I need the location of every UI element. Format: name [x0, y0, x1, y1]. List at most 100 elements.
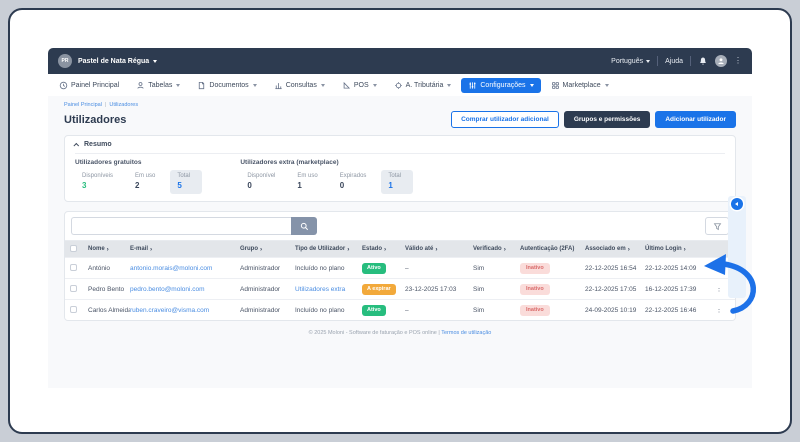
cell-nome: António — [88, 265, 130, 272]
nav-item-marketplace[interactable]: Marketplace — [544, 78, 616, 93]
bar-chart-icon — [274, 81, 283, 90]
nav-label: Documentos — [209, 82, 248, 89]
summary-group-free: Utilizadores gratuitos Disponíveis 3 Em … — [75, 159, 202, 194]
nav-label: Marketplace — [563, 82, 601, 89]
language-select[interactable]: Português — [611, 58, 650, 65]
stat-label: Expirados — [340, 173, 367, 179]
cell-tipo[interactable]: Utilizadores extra — [295, 286, 362, 293]
col-email[interactable]: E-mail — [130, 246, 240, 253]
divider — [657, 56, 658, 66]
breadcrumb: Painel Principal | Utilizadores — [64, 102, 736, 108]
nav-item-a-tributaria[interactable]: A. Tributária — [387, 78, 459, 93]
search-icon — [300, 222, 309, 231]
browser-card: PR Pastel de Nata Régua Português Ajuda — [8, 8, 792, 434]
col-ultimo-login[interactable]: Último Login — [645, 246, 710, 253]
terms-link[interactable]: Termos de utilização — [441, 330, 491, 336]
cell-email[interactable]: antonio.morais@moloni.com — [130, 265, 240, 272]
summary-toggle[interactable]: Resumo — [75, 141, 725, 154]
search-button[interactable] — [291, 217, 317, 235]
nav-label: Configurações — [480, 82, 525, 89]
col-2fa[interactable]: Autenticação (2FA) — [520, 246, 585, 252]
cell-valido-ate: – — [405, 265, 473, 272]
side-panel-toggle[interactable] — [731, 198, 743, 210]
page-title: Utilizadores — [64, 114, 126, 126]
table-row: António antonio.morais@moloni.com Admini… — [65, 257, 735, 278]
stat-value: 1 — [388, 181, 406, 190]
col-grupo[interactable]: Grupo — [240, 246, 295, 253]
cell-nome: Carlos Almeida — [88, 307, 130, 314]
table-row: Pedro Bento pedro.bento@moloni.com Admin… — [65, 278, 735, 299]
select-all-checkbox[interactable] — [70, 245, 77, 252]
breadcrumb-parent[interactable]: Painel Principal — [64, 102, 102, 108]
cell-grupo: Administrador — [240, 265, 295, 272]
search-input[interactable] — [71, 217, 291, 235]
nav-label: Consultas — [286, 82, 317, 89]
company-switcher[interactable]: PR Pastel de Nata Régua — [58, 54, 157, 68]
status-badge: A expirar — [362, 284, 396, 295]
nav-item-documentos[interactable]: Documentos — [190, 78, 263, 93]
side-panel-rail — [728, 196, 746, 298]
main-nav: Painel Principal Tabelas Documentos Cons… — [48, 74, 752, 96]
col-valido-ate[interactable]: Válido até — [405, 246, 473, 253]
nav-item-consultas[interactable]: Consultas — [267, 78, 332, 93]
status-badge: Ativo — [362, 305, 386, 316]
filter-button[interactable] — [705, 217, 729, 235]
col-tipo[interactable]: Tipo de Utilizador — [295, 246, 362, 253]
row-checkbox[interactable] — [70, 285, 77, 292]
chevron-up-icon — [73, 142, 79, 148]
row-kebab-icon[interactable]: ⋮ — [710, 286, 728, 293]
summary-panel: Resumo Utilizadores gratuitos Disponívei… — [64, 135, 736, 202]
cell-ultimo-login: 16-12-2025 17:39 — [645, 286, 710, 293]
breadcrumb-separator: | — [105, 102, 106, 108]
cell-ultimo-login: 22-12-2025 16:46 — [645, 307, 710, 314]
cell-valido-ate: 23-12-2025 17:03 — [405, 286, 473, 293]
bell-icon — [698, 56, 708, 66]
app-window: PR Pastel de Nata Régua Português Ajuda — [48, 48, 752, 388]
row-checkbox[interactable] — [70, 264, 77, 271]
row-checkbox[interactable] — [70, 306, 77, 313]
stat-value: 0 — [340, 181, 367, 190]
col-associado-em[interactable]: Associado em — [585, 246, 645, 253]
cell-verificado: Sim — [473, 265, 520, 272]
set-square-icon — [342, 81, 351, 90]
stat-em-uso: Em uso 1 — [290, 170, 324, 194]
help-link[interactable]: Ajuda — [665, 58, 683, 65]
stat-disponiveis: Disponíveis 3 — [75, 170, 120, 194]
nav-item-pos[interactable]: POS — [335, 78, 384, 93]
nav-item-configuracoes[interactable]: Configurações — [461, 78, 540, 93]
cell-grupo: Administrador — [240, 286, 295, 293]
cell-associado-em: 22-12-2025 16:54 — [585, 265, 645, 272]
user-menu[interactable] — [715, 55, 727, 67]
groups-permissions-button[interactable]: Grupos e permissões — [564, 111, 650, 128]
summary-group-title: Utilizadores gratuitos — [75, 159, 202, 166]
col-nome[interactable]: Nome — [88, 246, 130, 253]
twofa-badge: Inativo — [520, 284, 550, 295]
stat-value: 5 — [177, 181, 195, 190]
buy-extra-user-button[interactable]: Comprar utilizador adicional — [451, 111, 559, 128]
breadcrumb-current: Utilizadores — [109, 102, 138, 108]
stat-value: 3 — [82, 181, 113, 190]
col-estado[interactable]: Estado — [362, 246, 405, 253]
chevron-down-icon — [153, 60, 157, 63]
nav-label: Tabelas — [148, 82, 172, 89]
row-kebab-icon[interactable]: ⋮ — [710, 307, 728, 314]
nav-item-tabelas[interactable]: Tabelas — [129, 78, 187, 93]
cell-email[interactable]: pedro.bento@moloni.com — [130, 286, 240, 293]
kebab-icon[interactable]: ⋮ — [734, 57, 742, 65]
nav-item-painel-principal[interactable]: Painel Principal — [52, 78, 126, 93]
document-icon — [197, 81, 206, 90]
footer-separator: | — [438, 330, 439, 336]
add-user-button[interactable]: Adicionar utilizador — [655, 111, 736, 128]
stat-label: Em uso — [135, 173, 155, 179]
cell-ultimo-login: 22-12-2025 14:09 — [645, 265, 710, 272]
summary-title: Resumo — [84, 141, 112, 148]
cell-email[interactable]: ruben.craveiro@visma.com — [130, 307, 240, 314]
col-verificado[interactable]: Verificado — [473, 246, 520, 253]
row-kebab-icon[interactable]: ⋮ — [710, 265, 728, 272]
notifications-button[interactable] — [698, 56, 708, 66]
table-row: Carlos Almeida ruben.craveiro@visma.com … — [65, 299, 735, 320]
twofa-badge: Inativo — [520, 305, 550, 316]
language-label: Português — [611, 58, 643, 65]
stat-label: Total — [177, 173, 195, 179]
status-badge: Ativo — [362, 263, 386, 274]
